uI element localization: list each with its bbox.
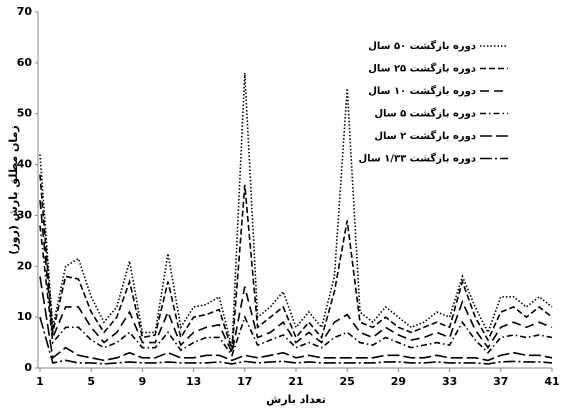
legend-label: دوره بازگشت ۲۵ سال xyxy=(368,62,476,75)
x-tick-label: 41 xyxy=(544,375,559,388)
x-tick-label: 5 xyxy=(87,375,95,388)
x-axis-label: تعداد بارش xyxy=(266,393,326,406)
y-tick-label: 10 xyxy=(17,310,33,323)
series-line xyxy=(39,174,553,351)
y-tick-label: 50 xyxy=(17,107,33,120)
series-line xyxy=(39,72,553,348)
y-tick-label: 20 xyxy=(17,259,33,272)
legend-label: دوره بازگشت ۲ سال xyxy=(374,129,476,142)
x-tick-label: 29 xyxy=(391,375,406,388)
y-tick-label: 30 xyxy=(17,208,33,221)
y-axis-label: زمان مطلق بارش (روز) xyxy=(7,125,20,254)
x-tick-label: 33 xyxy=(442,375,457,388)
legend-label: دوره بازگشت ۵ سال xyxy=(374,107,476,120)
y-tick-label: 0 xyxy=(24,361,32,374)
series-line xyxy=(39,225,553,358)
legend-label: دوره بازگشت ۵۰ سال xyxy=(368,39,476,52)
x-tick-label: 25 xyxy=(340,375,355,388)
x-tick-label: 1 xyxy=(36,375,44,388)
legend-label: دوره بازگشت ۱۰ سال xyxy=(368,84,476,97)
x-tick-label: 37 xyxy=(493,375,508,388)
series-line xyxy=(39,200,553,356)
y-tick-label: 40 xyxy=(17,158,33,171)
x-tick-label: 13 xyxy=(186,375,201,388)
x-tick-label: 21 xyxy=(288,375,303,388)
y-tick-label: 60 xyxy=(17,56,33,69)
x-tick-label: 17 xyxy=(237,375,252,388)
x-tick-label: 9 xyxy=(139,375,147,388)
legend-label: دوره بازگشت ۱/۳۳ سال xyxy=(358,152,476,165)
series-line xyxy=(39,316,553,365)
y-tick-label: 70 xyxy=(17,5,33,18)
series-line xyxy=(39,276,553,362)
